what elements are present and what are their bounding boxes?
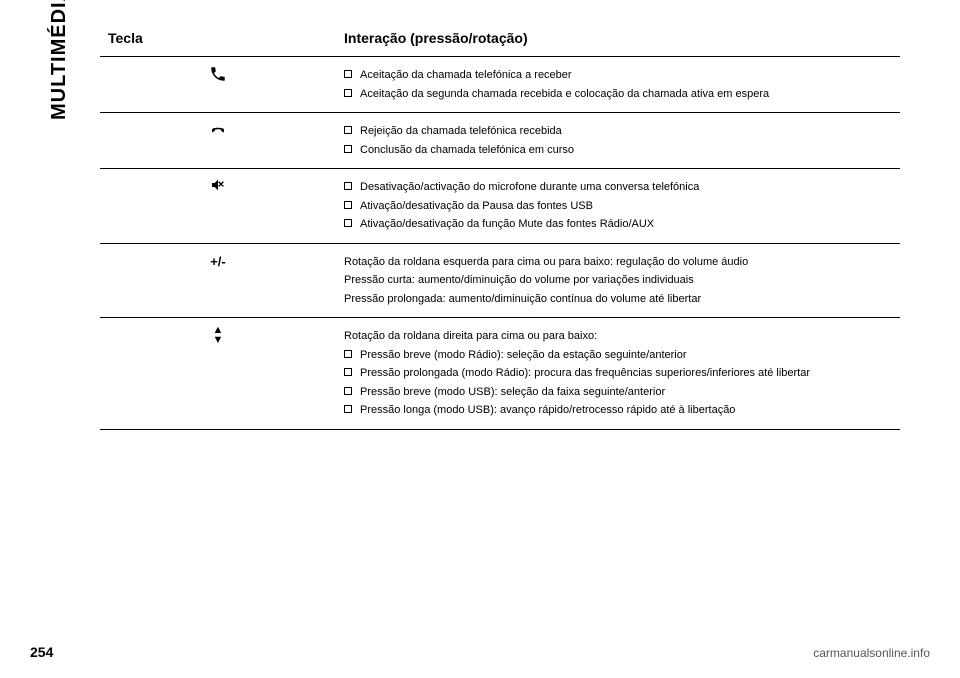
page-number: 254 bbox=[30, 644, 53, 660]
updown-icon: ▲ ▼ bbox=[213, 326, 224, 346]
bullet-item: Ativação/desativação da função Mute das … bbox=[344, 216, 892, 233]
footer-link: carmanualsonline.info bbox=[813, 646, 930, 660]
text-line: Pressão curta: aumento/diminuição do vol… bbox=[344, 272, 892, 289]
table-row: Rejeição da chamada telefónica recebida … bbox=[100, 113, 900, 169]
bullet-item: Desativação/activação do microfone duran… bbox=[344, 179, 892, 196]
controls-table-container: Tecla Interação (pressão/rotação) Aceita… bbox=[100, 24, 900, 430]
bullet-item: Aceitação da segunda chamada recebida e … bbox=[344, 86, 892, 103]
table-row: ▲ ▼ Rotação da roldana direita para cima… bbox=[100, 318, 900, 430]
text-line: Rotação da roldana esquerda para cima ou… bbox=[344, 254, 892, 271]
bullet-item: Pressão breve (modo Rádio): seleção da e… bbox=[344, 347, 892, 364]
mute-icon bbox=[210, 177, 226, 193]
text-line: Pressão prolongada: aumento/diminuição c… bbox=[344, 291, 892, 308]
bullet-item: Rejeição da chamada telefónica recebida bbox=[344, 123, 892, 140]
bullet-item: Aceitação da chamada telefónica a recebe… bbox=[344, 67, 892, 84]
table-row: Desativação/activação do microfone duran… bbox=[100, 169, 900, 244]
key-updown: ▲ ▼ bbox=[100, 318, 336, 430]
bullet-item: Pressão prolongada (modo Rádio): procura… bbox=[344, 365, 892, 382]
phone-icon bbox=[209, 65, 227, 83]
text-line: Rotação da roldana direita para cima ou … bbox=[344, 328, 892, 345]
arrow-down-icon: ▼ bbox=[213, 336, 224, 346]
bullet-item: Ativação/desativação da Pausa das fontes… bbox=[344, 198, 892, 215]
interaction-cell: Desativação/activação do microfone duran… bbox=[336, 169, 900, 244]
header-key: Tecla bbox=[100, 24, 336, 57]
interaction-cell: Rotação da roldana esquerda para cima ou… bbox=[336, 243, 900, 318]
controls-table: Tecla Interação (pressão/rotação) Aceita… bbox=[100, 24, 900, 430]
key-phone-accept bbox=[100, 57, 336, 113]
key-mute bbox=[100, 169, 336, 244]
header-interaction: Interação (pressão/rotação) bbox=[336, 24, 900, 57]
key-volume: +/- bbox=[100, 243, 336, 318]
section-label: MULTIMÉDIA bbox=[48, 0, 71, 120]
plus-minus-icon: +/- bbox=[210, 254, 226, 269]
table-row: Aceitação da chamada telefónica a recebe… bbox=[100, 57, 900, 113]
bullet-item: Conclusão da chamada telefónica em curso bbox=[344, 142, 892, 159]
phone-down-icon bbox=[209, 121, 227, 139]
table-row: +/- Rotação da roldana esquerda para cim… bbox=[100, 243, 900, 318]
bullet-item: Pressão breve (modo USB): seleção da fai… bbox=[344, 384, 892, 401]
key-phone-reject bbox=[100, 113, 336, 169]
interaction-cell: Rejeição da chamada telefónica recebida … bbox=[336, 113, 900, 169]
interaction-cell: Rotação da roldana direita para cima ou … bbox=[336, 318, 900, 430]
bullet-item: Pressão longa (modo USB): avanço rápido/… bbox=[344, 402, 892, 419]
interaction-cell: Aceitação da chamada telefónica a recebe… bbox=[336, 57, 900, 113]
